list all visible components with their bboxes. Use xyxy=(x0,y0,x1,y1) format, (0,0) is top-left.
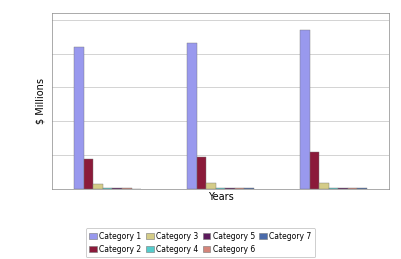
Bar xyxy=(187,44,196,189)
X-axis label: Years: Years xyxy=(208,192,233,202)
Bar xyxy=(329,188,338,189)
Bar xyxy=(300,30,310,189)
Bar xyxy=(235,188,245,189)
Bar xyxy=(122,188,132,189)
Bar xyxy=(84,159,93,189)
Y-axis label: $ Millions: $ Millions xyxy=(36,78,46,124)
Bar xyxy=(196,157,206,189)
Bar xyxy=(310,152,319,189)
Bar xyxy=(74,47,84,189)
Bar xyxy=(357,188,367,189)
Bar xyxy=(319,183,329,189)
Legend: Category 1, Category 2, Category 3, Category 4, Category 5, Category 6, Category: Category 1, Category 2, Category 3, Cate… xyxy=(85,228,316,257)
Bar xyxy=(225,188,235,189)
Bar xyxy=(216,188,225,189)
Bar xyxy=(112,188,122,189)
Bar xyxy=(206,183,216,189)
Bar xyxy=(103,188,112,189)
Bar xyxy=(93,184,103,189)
Bar xyxy=(348,188,357,189)
Bar xyxy=(338,188,348,189)
